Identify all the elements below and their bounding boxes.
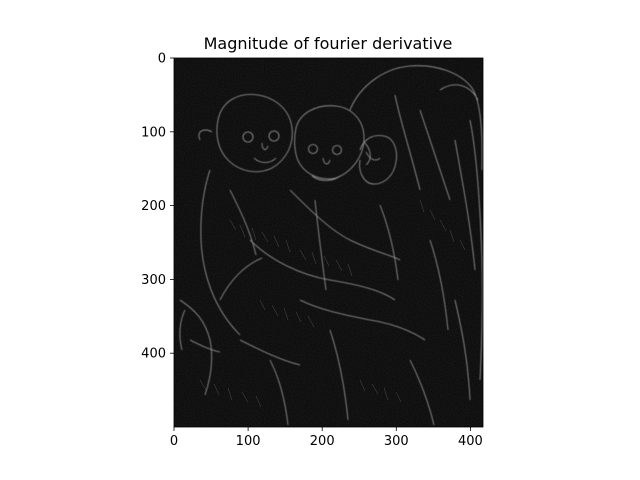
edge-image	[179, 65, 483, 426]
fur-texture	[199, 199, 466, 408]
chart-title: Magnitude of fourier derivative	[204, 34, 453, 53]
x-tick-label: 200	[310, 434, 335, 449]
x-tick-label: 0	[170, 434, 178, 449]
y-tick-label: 400	[141, 347, 166, 362]
y-tick-label: 100	[141, 125, 166, 140]
y-tick-label: 200	[141, 199, 166, 214]
x-tick-label: 400	[458, 434, 483, 449]
x-tick-label: 100	[236, 434, 261, 449]
y-tick-label: 300	[141, 273, 166, 288]
image-frame	[173, 57, 484, 428]
x-tick-label: 300	[384, 434, 409, 449]
x-axis: 0 100 200 300 400	[170, 427, 483, 449]
y-tick-label: 0	[158, 52, 166, 67]
y-axis: 0 100 200 300 400	[141, 52, 174, 362]
image-texture	[174, 58, 483, 427]
plot-area	[174, 58, 483, 427]
